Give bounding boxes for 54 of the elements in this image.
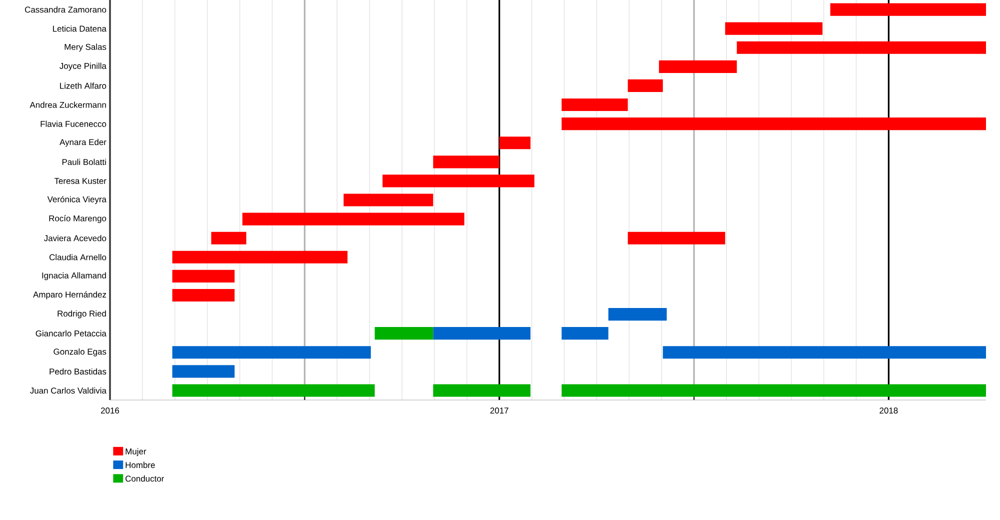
bar <box>211 232 246 244</box>
y-tick-label: Lizeth Alfaro <box>60 82 106 89</box>
bar <box>562 98 628 112</box>
y-tick-label: Joyce Pinilla <box>60 62 106 71</box>
bar <box>242 212 464 226</box>
y-tick-label: Leticia Datena <box>53 25 106 32</box>
y-tick-label: Gonzalo Egas <box>54 348 106 356</box>
x-tick-label: 2017 <box>490 408 508 414</box>
y-tick-label: Verónica Vieyra <box>47 196 106 204</box>
y-tick-label: Ignacia Allamand <box>42 272 106 280</box>
y-tick-label: Javiera Acevedo <box>44 234 106 242</box>
y-tick-label: Rodrigo Ried <box>58 310 106 318</box>
y-tick-label: Aynara Eder <box>60 138 106 147</box>
bar <box>562 384 986 397</box>
y-tick-label: Mery Salas <box>64 44 106 52</box>
x-tick-label: 2016 <box>101 408 120 414</box>
bar <box>608 308 667 321</box>
y-tick-label: Amparo Hernández <box>33 291 106 300</box>
y-tick-label: Pedro Bastidas <box>50 368 106 375</box>
y-tick-label: Juan Carlos Valdivia <box>30 387 106 394</box>
y-tick-label: Claudia Arnello <box>49 254 106 260</box>
legend-label: Conductor <box>126 475 164 482</box>
bar <box>628 232 726 244</box>
bar <box>172 384 375 397</box>
bar <box>658 60 737 73</box>
bar <box>433 384 530 397</box>
bar <box>499 136 530 150</box>
bar <box>562 118 986 130</box>
bar <box>433 156 500 168</box>
bar <box>382 174 534 188</box>
bar <box>725 22 822 35</box>
bar <box>433 327 530 340</box>
y-tick-label: Giancarlo Petaccia <box>36 330 106 336</box>
y-tick-label: Pauli Bolatti <box>62 158 106 166</box>
y-tick-label: Andrea Zuckermann <box>30 102 106 108</box>
bar <box>172 250 348 264</box>
x-tick-label: 2018 <box>880 408 898 414</box>
legend-label: Mujer <box>126 448 146 456</box>
bar <box>172 346 371 359</box>
legend-label: Hombre <box>126 462 155 468</box>
y-tick-label: Flavia Fucenecco <box>40 120 106 127</box>
bar <box>172 270 235 282</box>
bar <box>562 327 608 340</box>
y-tick-label: Cassandra Zamorano <box>25 6 106 13</box>
bar <box>374 327 434 340</box>
bar <box>344 194 434 206</box>
y-tick-label: Rocío Marengo <box>49 215 106 224</box>
bar <box>736 41 986 54</box>
y-tick-label: Teresa Kuster <box>54 178 106 184</box>
bar <box>830 3 986 16</box>
bar <box>662 346 986 359</box>
bar <box>172 288 235 302</box>
bar <box>628 79 663 92</box>
bar <box>172 365 235 378</box>
